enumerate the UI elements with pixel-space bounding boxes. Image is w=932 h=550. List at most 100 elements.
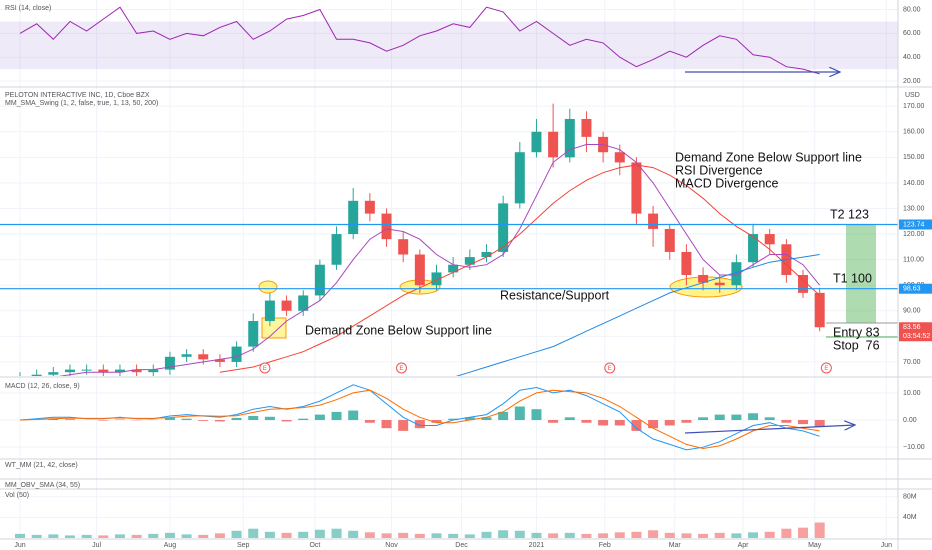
histogram-bar xyxy=(798,420,809,425)
volume-bar xyxy=(798,527,809,538)
volume-bar xyxy=(64,535,75,538)
x-tick-label: Jun xyxy=(14,542,25,549)
candle-body xyxy=(764,234,775,245)
candle-body xyxy=(531,131,542,153)
price-tag-label: 123.74 xyxy=(903,221,925,228)
candle-body xyxy=(681,251,692,275)
volume-bar xyxy=(664,532,675,538)
volume-bar xyxy=(698,533,709,538)
candle-body xyxy=(214,359,225,362)
annotation: T1 100 xyxy=(833,271,872,285)
candle-body xyxy=(514,152,525,204)
target-zone xyxy=(846,224,876,323)
histogram-bar xyxy=(381,420,392,429)
panel-title: MACD (12, 26, close, 9) xyxy=(5,383,80,390)
histogram-bar xyxy=(364,420,375,423)
volume-bar xyxy=(31,534,42,538)
earnings-marker xyxy=(820,362,832,374)
x-tick-label: Mar xyxy=(669,542,682,549)
volume-bar xyxy=(248,528,259,538)
price-tag xyxy=(899,219,932,230)
candle-body xyxy=(231,346,242,362)
candle-body xyxy=(714,282,725,286)
volume-bar xyxy=(214,533,225,538)
x-tick-label: Jul xyxy=(92,542,101,549)
volume-bar xyxy=(98,535,109,538)
line xyxy=(455,254,820,376)
y-tick-label: 140.00 xyxy=(903,180,925,187)
volume-bar xyxy=(281,532,292,538)
candle-body xyxy=(581,118,592,137)
y-tick-label: 150.00 xyxy=(903,154,925,161)
histogram-bar xyxy=(164,417,175,421)
volume-bar xyxy=(298,531,309,538)
histogram-bar xyxy=(548,420,559,423)
candle-body xyxy=(281,300,292,311)
histogram-bar xyxy=(714,414,725,421)
volume-bar xyxy=(481,531,492,538)
volume-bar xyxy=(598,533,609,538)
histogram-bar xyxy=(531,409,542,421)
candle-body xyxy=(798,274,809,293)
histogram-bar xyxy=(331,411,342,421)
histogram-bar xyxy=(181,418,192,421)
y-tick-label: 110.00 xyxy=(903,256,924,263)
y-tick-label: 160.00 xyxy=(903,129,925,136)
earnings-label: E xyxy=(824,366,828,372)
annotation: Entry 83 xyxy=(833,325,880,339)
histogram-bar xyxy=(481,417,492,421)
earnings-marker xyxy=(604,362,616,374)
histogram-bar xyxy=(514,406,525,421)
y-tick-label: 40M xyxy=(903,514,917,521)
histogram-bar xyxy=(298,418,309,421)
x-tick-label: Apr xyxy=(738,542,750,549)
volume-bar xyxy=(181,534,192,538)
candle-body xyxy=(164,356,175,370)
volume-bar xyxy=(581,533,592,538)
y-tick-label: 80M xyxy=(903,494,917,501)
candle-body xyxy=(614,152,625,163)
price-plot xyxy=(19,103,825,376)
x-tick-label: Nov xyxy=(385,542,398,549)
highlight xyxy=(258,280,278,294)
candle-body xyxy=(348,200,359,235)
histogram-bar xyxy=(748,413,759,421)
candle-body xyxy=(448,264,459,273)
y-tick-label: 10.00 xyxy=(903,390,921,397)
last-price-tag xyxy=(899,322,932,342)
annotation: Demand Zone Below Support line xyxy=(305,323,492,337)
volume-bar xyxy=(731,533,742,538)
x-tick-label: May xyxy=(808,542,822,549)
candle-body xyxy=(731,262,742,286)
y-tick-label: 20.00 xyxy=(903,78,921,85)
volume-bar xyxy=(681,533,692,538)
histogram-bar xyxy=(414,420,425,429)
unit-label: USD xyxy=(905,92,920,99)
volume-bar xyxy=(548,533,559,538)
candle-body xyxy=(31,374,42,376)
y-tick-label: −10.00 xyxy=(903,444,925,451)
x-tick-label: Oct xyxy=(309,542,320,549)
histogram-bar xyxy=(664,420,675,426)
histogram-bar xyxy=(631,420,642,431)
candle-body xyxy=(698,274,709,283)
volume-bar xyxy=(131,534,142,538)
candle-body xyxy=(398,239,409,255)
y-tick-label: 90.00 xyxy=(903,308,921,315)
earnings-marker xyxy=(259,362,271,374)
volume-bar xyxy=(631,531,642,538)
volume-bar xyxy=(714,532,725,538)
histogram-bar xyxy=(781,420,792,423)
volume-bar xyxy=(448,533,459,538)
volume-bar xyxy=(514,530,525,538)
volume-bar xyxy=(381,533,392,538)
volume-bar xyxy=(48,534,59,538)
candle-body xyxy=(48,372,59,375)
candle-body xyxy=(364,200,375,214)
earnings-marker xyxy=(396,362,408,374)
histogram-bar xyxy=(614,420,625,426)
volume-bar xyxy=(114,534,125,538)
histogram-bar xyxy=(214,420,225,422)
candle-body xyxy=(814,292,825,328)
panel-title: WT_MM (21, 42, close) xyxy=(5,462,78,469)
